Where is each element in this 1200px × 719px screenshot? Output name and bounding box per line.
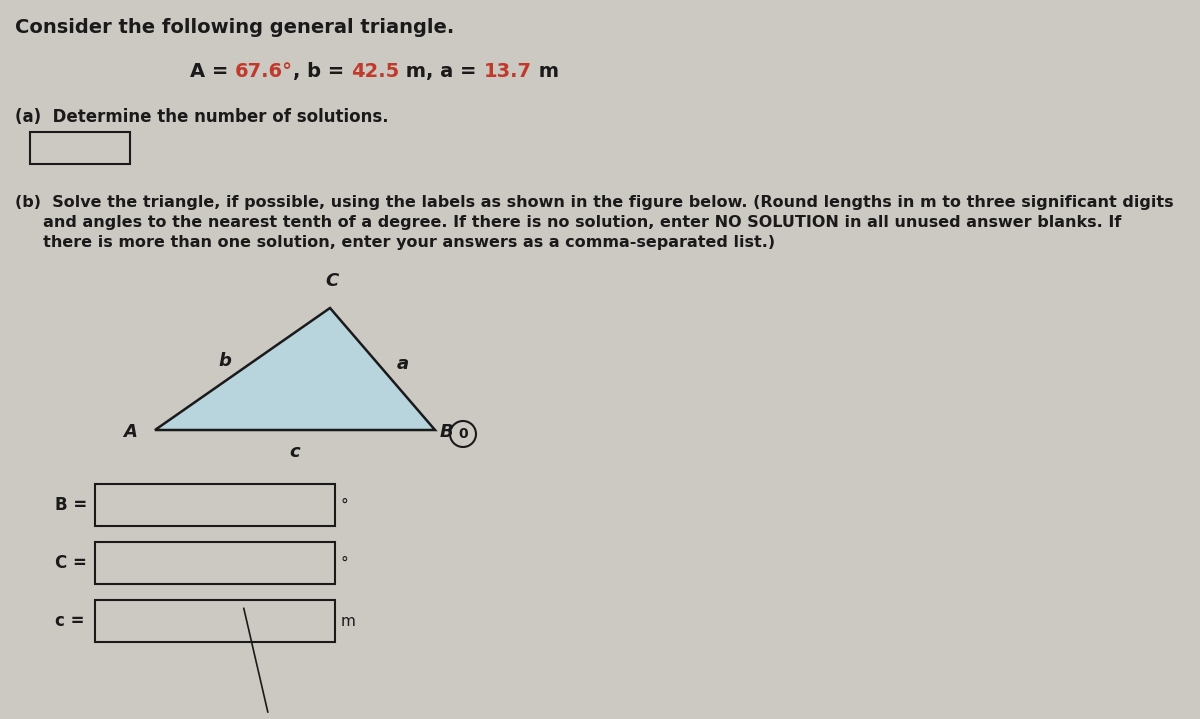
Text: B =: B = [55,496,88,514]
Text: (b)  Solve the triangle, if possible, using the labels as shown in the figure be: (b) Solve the triangle, if possible, usi… [14,195,1174,210]
FancyBboxPatch shape [95,484,335,526]
Text: (a)  Determine the number of solutions.: (a) Determine the number of solutions. [14,108,389,126]
Text: c =: c = [55,612,84,630]
Text: B: B [440,423,454,441]
Text: 13.7: 13.7 [484,62,532,81]
Text: , b =: , b = [293,62,352,81]
Text: a: a [396,355,408,373]
Text: m: m [341,613,356,628]
Text: and angles to the nearest tenth of a degree. If there is no solution, enter NO S: and angles to the nearest tenth of a deg… [14,215,1121,230]
Text: A =: A = [190,62,235,81]
Text: m, a =: m, a = [400,62,484,81]
FancyBboxPatch shape [30,132,130,164]
FancyBboxPatch shape [95,542,335,584]
Text: c: c [289,443,300,461]
Text: b: b [218,352,230,370]
Text: C: C [325,272,338,290]
Text: °: ° [341,498,349,513]
Text: m: m [532,62,559,81]
Text: Consider the following general triangle.: Consider the following general triangle. [14,18,455,37]
Text: 42.5: 42.5 [352,62,400,81]
FancyBboxPatch shape [95,600,335,642]
Text: C =: C = [55,554,86,572]
Text: A: A [124,423,137,441]
Polygon shape [155,308,436,430]
Text: °: ° [341,556,349,570]
Text: there is more than one solution, enter your answers as a comma-separated list.): there is more than one solution, enter y… [14,235,775,250]
Text: 67.6°: 67.6° [235,62,293,81]
Text: 0: 0 [458,427,468,441]
